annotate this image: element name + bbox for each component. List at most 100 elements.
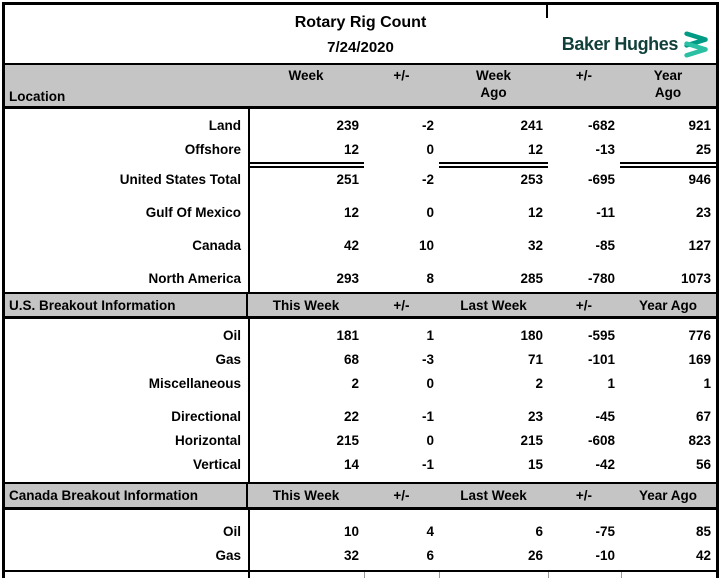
cell-value: 0: [426, 142, 434, 157]
header-line: +/-: [575, 68, 593, 83]
table-row: Gas 68 -3 71 -101 169: [5, 348, 716, 372]
cell-value: 32: [527, 238, 543, 253]
cell-border-tick: [546, 5, 548, 18]
cell-value: -1: [421, 457, 434, 472]
logo-wordmark: Baker Hughes: [561, 34, 679, 54]
row-label: Gas: [215, 548, 241, 563]
table-row: Oil 10 4 6 -75 85: [5, 520, 716, 544]
cell-value: -11: [596, 205, 615, 220]
cell-value: 12: [248, 138, 364, 168]
row-label: Canada: [192, 238, 241, 253]
cell-value: -85: [595, 238, 615, 253]
header-col-week-ago: Week Ago: [439, 65, 548, 106]
cell-value: 12: [343, 205, 359, 220]
column-divider: [248, 109, 250, 292]
column-tick: [439, 572, 440, 578]
cell-value: 1: [703, 376, 711, 391]
cell-value: -682: [587, 118, 615, 133]
table-row: Gulf Of Mexico 12 0 12 -11 23: [5, 201, 716, 225]
cell-value: 12: [527, 205, 543, 220]
table-row: Horizontal 215 0 215 -608 823: [5, 429, 716, 453]
cell-value: 946: [688, 172, 711, 187]
header-line: Week: [288, 68, 324, 83]
report-title: Rotary Rig Count: [294, 14, 427, 31]
header-col-plusminus-2: +/-: [548, 65, 620, 106]
row-label: Gulf Of Mexico: [145, 205, 241, 220]
band-col-this-week: This Week: [272, 297, 340, 313]
cell-value: 2: [351, 376, 359, 391]
row-label: North America: [148, 271, 241, 286]
cell-value: 14: [343, 457, 359, 472]
band-col-last-week: Last Week: [460, 488, 527, 503]
row-label: Offshore: [184, 142, 241, 157]
table-row: Offshore 12 0 12 -13 25: [5, 138, 716, 168]
row-label: Land: [208, 118, 241, 133]
row-label: Directional: [171, 409, 241, 424]
band-col-year-ago: Year Ago: [638, 488, 698, 503]
cell-value: 215: [336, 433, 359, 448]
table-header-band: Location Week +/- Week Ago +/- Year Ago: [5, 63, 716, 109]
header-line: Ago: [654, 85, 682, 100]
cell-value: 4: [426, 524, 434, 539]
band-col-plusminus-2: +/-: [575, 488, 593, 503]
cell-value: -10: [595, 548, 615, 563]
cell-value: -45: [595, 409, 615, 424]
band-col-plusminus-1: +/-: [393, 297, 410, 313]
cell-value: 293: [336, 271, 359, 286]
cell-value: 10: [418, 238, 434, 253]
report-date: 7/24/2020: [327, 39, 394, 56]
cell-value: 2: [535, 376, 543, 391]
cell-value: 15: [527, 457, 543, 472]
cell-value: -595: [587, 328, 615, 343]
cell-value: 10: [343, 524, 359, 539]
cell-value: -3: [421, 352, 434, 367]
table-row: United States Total 251 -2 253 -695 946: [5, 168, 716, 192]
header-line: Ago: [480, 85, 507, 100]
cell-value: -13: [595, 142, 615, 157]
table-row: Land 239 -2 241 -682 921: [5, 114, 716, 138]
cell-value: 1073: [680, 271, 711, 286]
header-line: +/-: [393, 68, 410, 83]
row-label: Horizontal: [175, 433, 241, 448]
cell-value: 25: [620, 138, 716, 168]
row-label: United States Total: [119, 172, 241, 187]
cell-value: 169: [688, 352, 711, 367]
cell-value: 1: [607, 376, 615, 391]
title-block: Rotary Rig Count 7/24/2020 Baker Hughes: [5, 5, 716, 63]
cell-value: 215: [520, 433, 543, 448]
cell-value: 8: [426, 271, 434, 286]
column-divider: [248, 510, 250, 570]
cell-value: 56: [695, 457, 711, 472]
partial-next-row: [5, 572, 716, 578]
cell-value: -2: [421, 118, 434, 133]
cell-value: 0: [426, 205, 434, 220]
table-row: Vertical 14 -1 15 -42 56: [5, 453, 716, 477]
cell-value: 285: [520, 271, 543, 286]
cell-value: 251: [336, 172, 359, 187]
header-line: Year: [653, 68, 683, 83]
table-row: Directional 22 -1 23 -45 67: [5, 405, 716, 429]
header-location: Location: [9, 89, 66, 104]
cell-value: 127: [688, 238, 711, 253]
cell-value: -42: [595, 457, 615, 472]
table-row: North America 293 8 285 -780 1073: [5, 267, 716, 291]
table-row: Oil 181 1 180 -595 776: [5, 324, 716, 348]
band-us-breakout: U.S. Breakout Information This Week +/- …: [5, 292, 716, 319]
band-canada-breakout: Canada Breakout Information This Week +/…: [5, 482, 716, 510]
column-tick: [548, 572, 549, 578]
header-col-year-ago: Year Ago: [620, 65, 716, 106]
cell-value: 42: [695, 548, 711, 563]
row-label: Miscellaneous: [148, 376, 241, 391]
cell-value: -101: [587, 352, 615, 367]
band-col-plusminus-2: +/-: [575, 297, 593, 313]
cell-value: 68: [343, 352, 359, 367]
band-col-this-week: This Week: [272, 488, 340, 503]
header-col-plusminus-1: +/-: [364, 65, 439, 106]
cell-value: 23: [527, 409, 543, 424]
cell-value: -780: [587, 271, 615, 286]
cell-value: 241: [520, 118, 543, 133]
table-row: Miscellaneous 2 0 2 1 1: [5, 372, 716, 396]
header-col-week: Week: [248, 65, 364, 106]
section-canada-breakout: Oil 10 4 6 -75 85 Gas 32 6 26 -10 42: [5, 510, 716, 572]
